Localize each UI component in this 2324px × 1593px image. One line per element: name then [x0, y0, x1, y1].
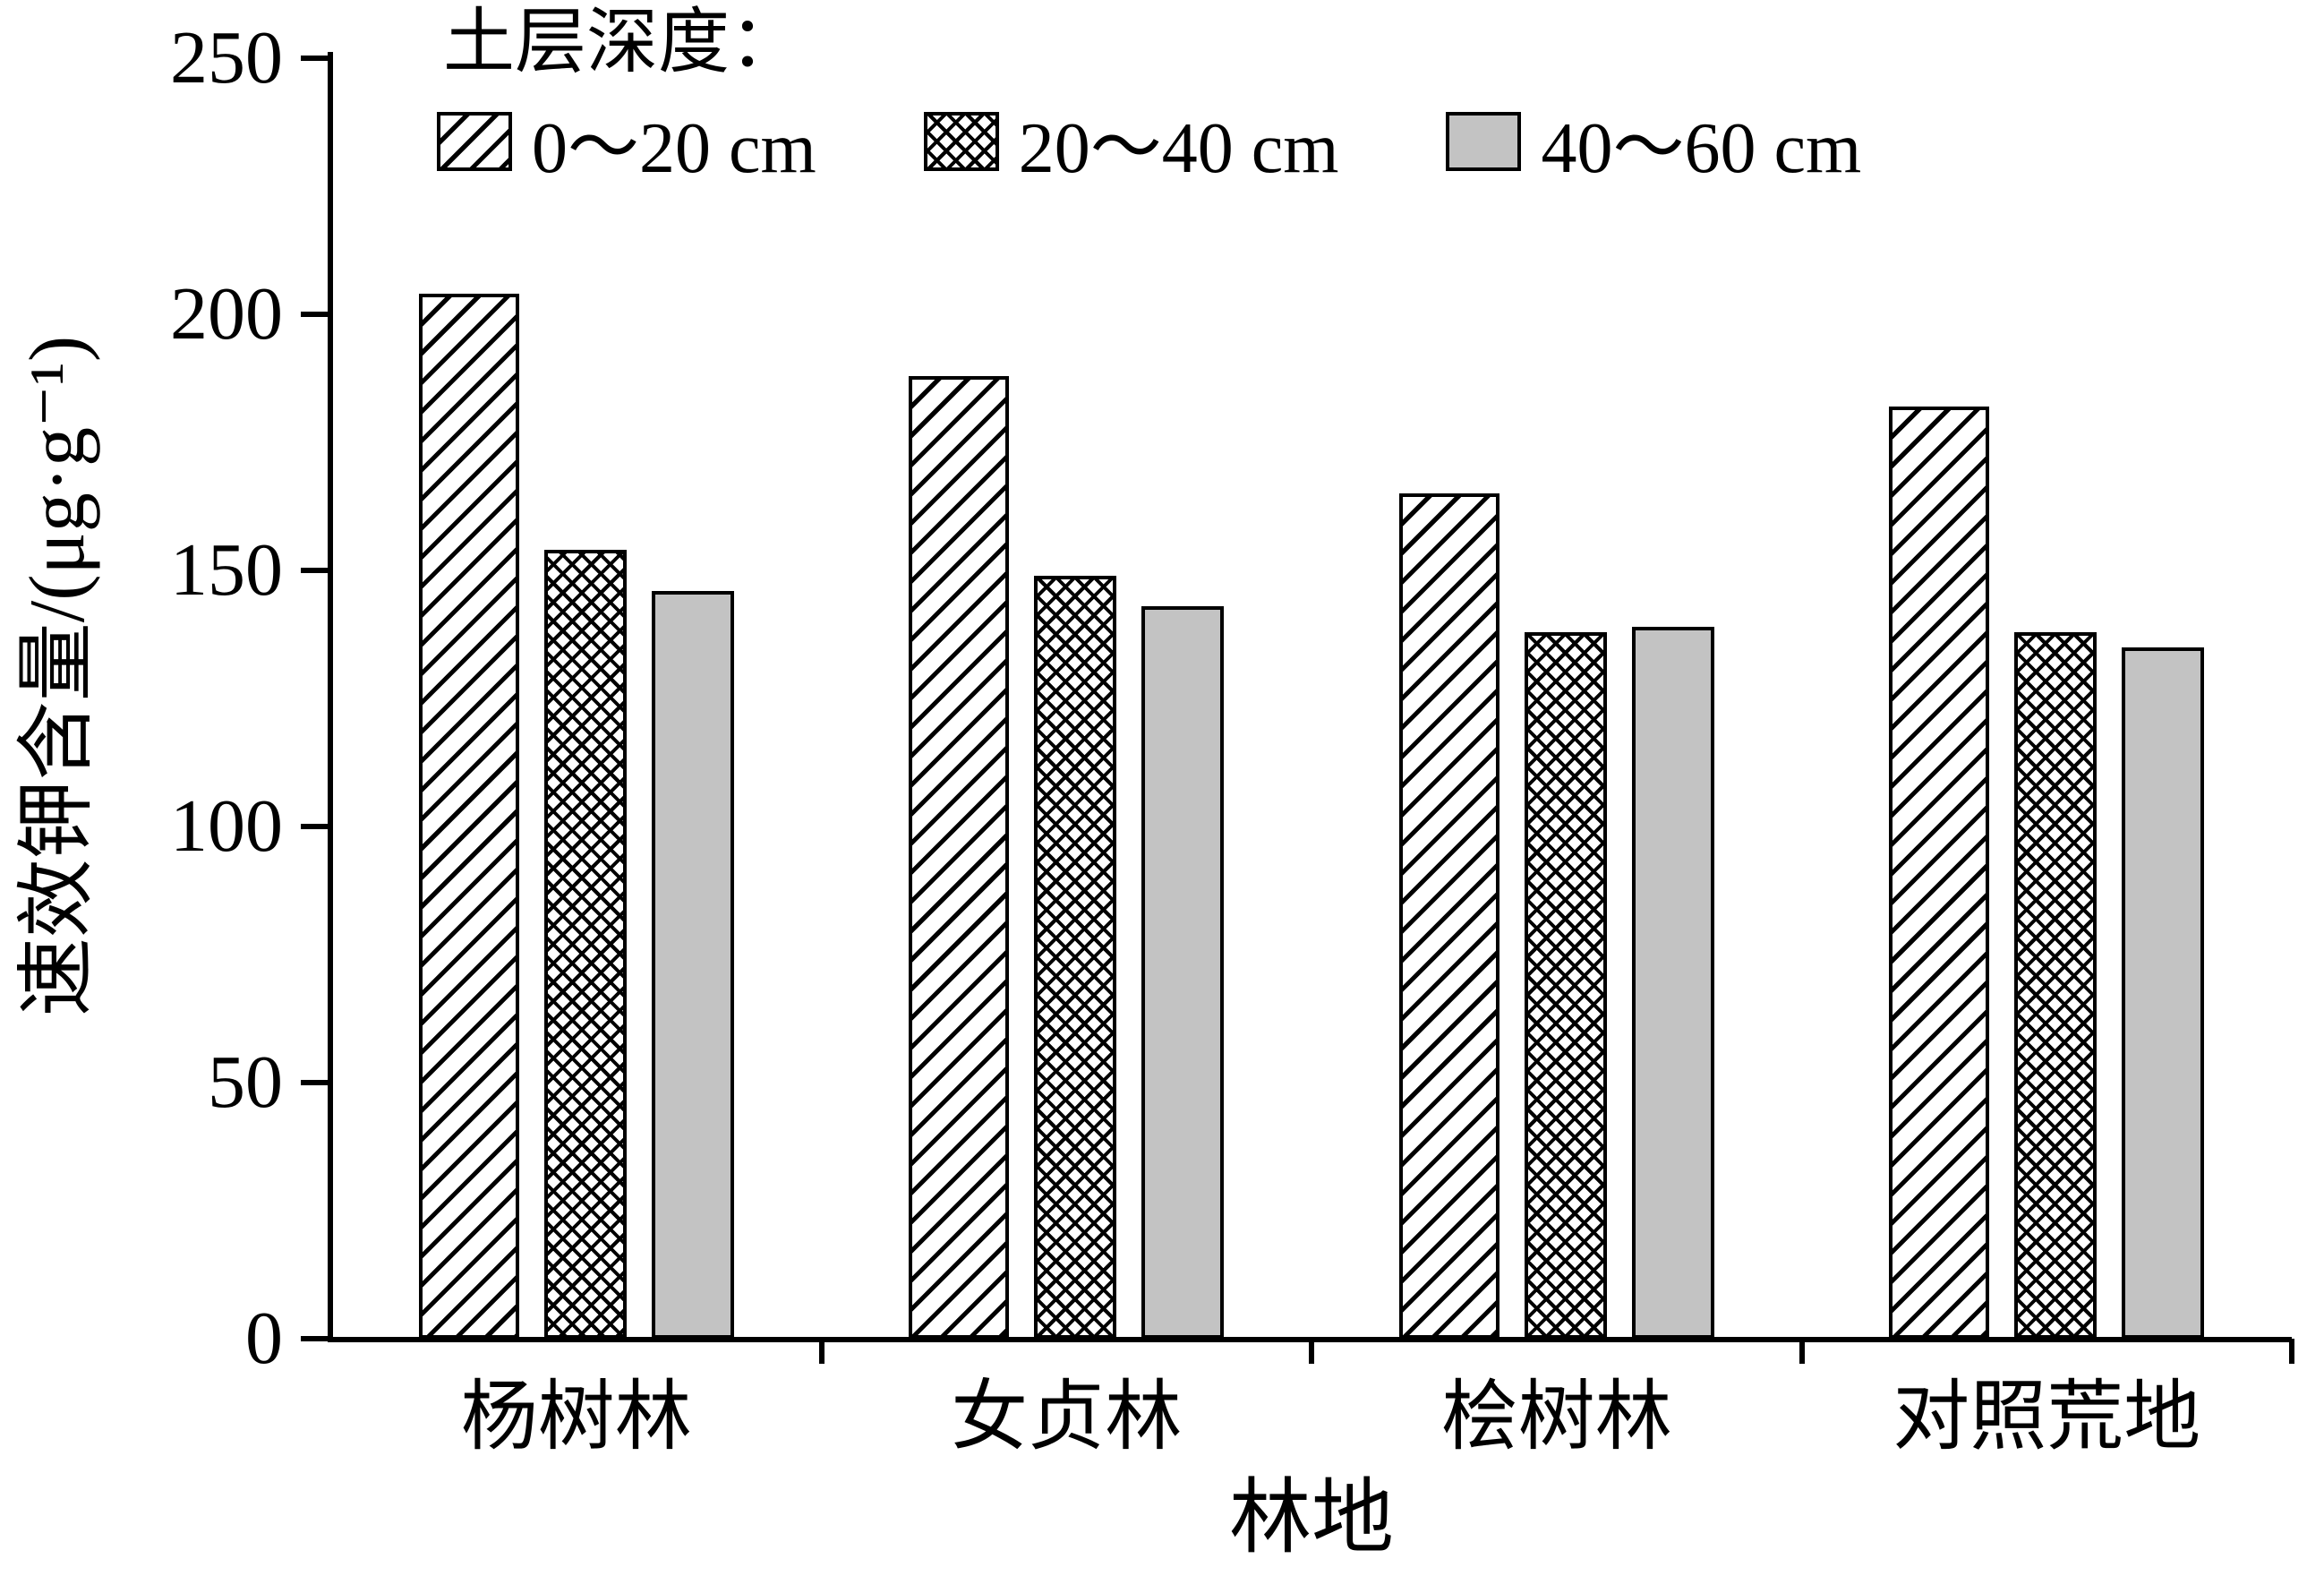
legend-swatch-diagonal	[437, 112, 512, 171]
bar-20～40 cm-对照荒地	[2014, 632, 2097, 1339]
y-tick-label: 0	[245, 1297, 283, 1380]
legend-item: 0～20 cm	[437, 90, 816, 193]
y-axis-title: 速效钾含量/(μg·g⁻¹)	[14, 335, 101, 1017]
y-tick	[301, 1080, 331, 1085]
legend-item: 20～40 cm	[923, 90, 1339, 193]
y-tick-label: 50	[208, 1041, 283, 1124]
x-axis-title: 林地	[1228, 1472, 1394, 1563]
legend-item: 40～60 cm	[1446, 90, 1861, 193]
category-label: 女贞林	[951, 1374, 1183, 1460]
y-tick-label: 100	[170, 784, 283, 868]
bar-40～60 cm-桧树林	[1632, 627, 1714, 1339]
category-label: 对照荒地	[1893, 1374, 2201, 1460]
legend: 0～20 cm 20～40 cm 40～60 cm	[437, 90, 1861, 193]
bar-40～60 cm-对照荒地	[2122, 647, 2204, 1339]
legend-label: 20～40 cm	[1018, 109, 1339, 188]
y-tick-label: 200	[170, 272, 283, 355]
legend-swatch-crosshatch	[923, 112, 999, 171]
legend-label: 40～60 cm	[1541, 109, 1862, 188]
legend-title: 土层深度：	[443, 4, 801, 82]
y-tick	[301, 568, 331, 573]
bar-0～20 cm-女贞林	[909, 376, 1009, 1339]
bar-20～40 cm-杨树林	[544, 550, 627, 1339]
y-tick-label: 250	[170, 16, 283, 99]
y-tick	[301, 1336, 331, 1341]
bar-0～20 cm-桧树林	[1399, 493, 1499, 1339]
y-tick-label: 150	[170, 528, 283, 612]
y-tick	[301, 312, 331, 317]
bar-0～20 cm-杨树林	[419, 294, 519, 1339]
bar-20～40 cm-女贞林	[1034, 576, 1116, 1339]
bar-20～40 cm-桧树林	[1525, 632, 1607, 1339]
bar-0～20 cm-对照荒地	[1889, 407, 1989, 1339]
legend-label: 0～20 cm	[532, 109, 816, 188]
y-axis-line	[328, 52, 333, 1341]
y-tick	[301, 824, 331, 829]
y-tick	[301, 56, 331, 61]
x-tick	[1309, 1339, 1314, 1364]
x-tick	[2289, 1339, 2294, 1364]
bar-40～60 cm-杨树林	[652, 591, 734, 1339]
x-tick	[818, 1339, 825, 1364]
bar-40～60 cm-女贞林	[1141, 606, 1224, 1339]
category-label: 桧树林	[1440, 1374, 1672, 1460]
legend-swatch-solid	[1446, 112, 1522, 171]
x-tick	[1799, 1339, 1805, 1364]
category-label: 杨树林	[460, 1374, 692, 1460]
